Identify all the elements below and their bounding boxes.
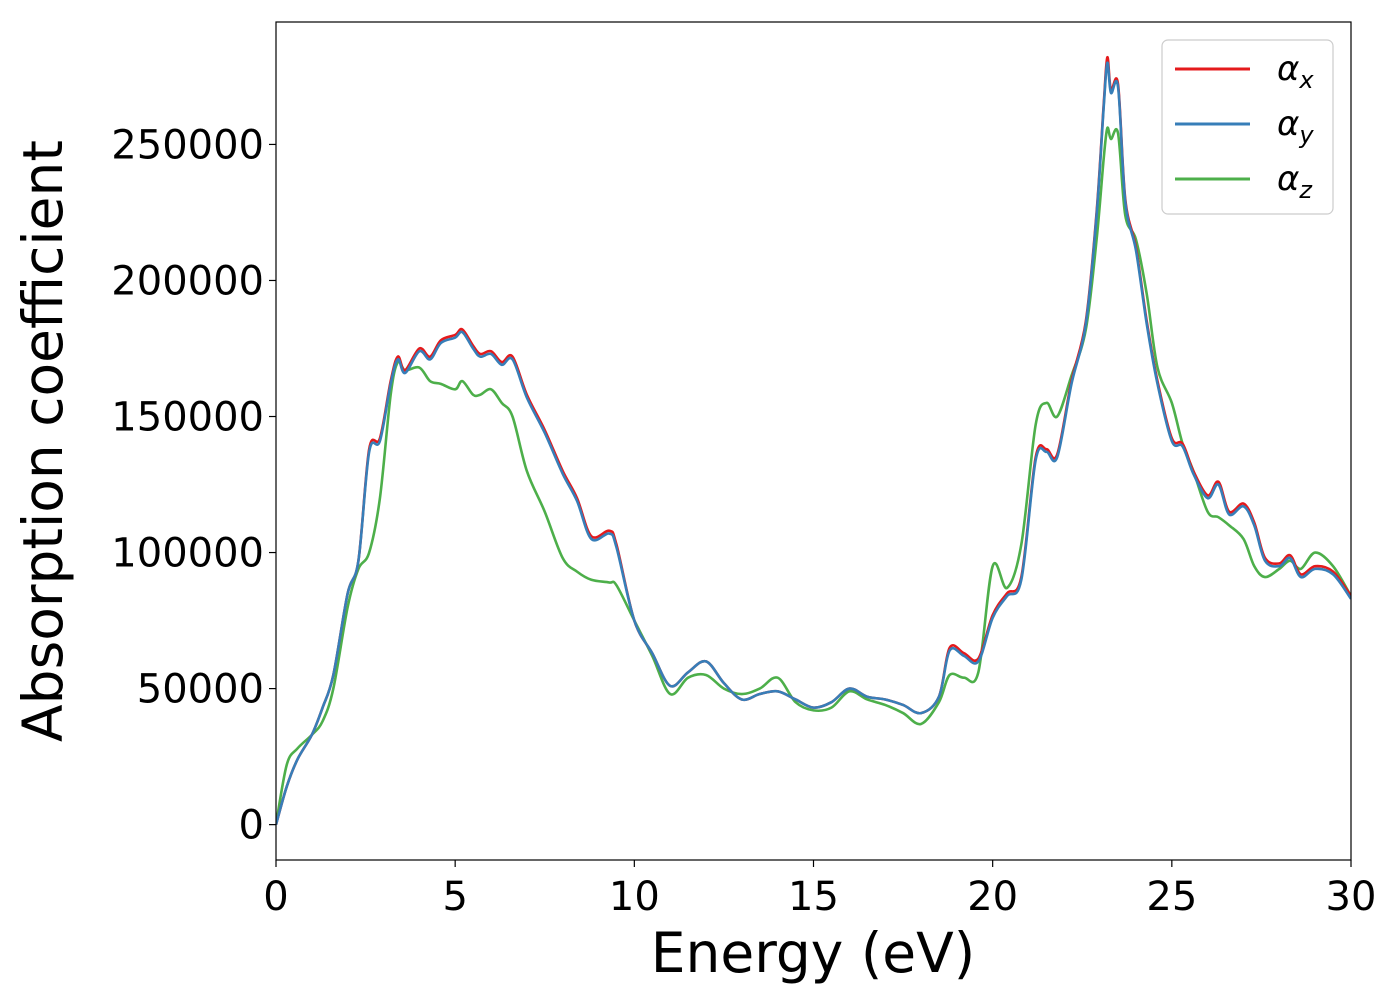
- x-tick-label: 15: [788, 874, 839, 920]
- series-line-alpha-y: [276, 61, 1351, 825]
- y-tick-label: 100000: [111, 531, 264, 577]
- legend-label-alpha-z: αz: [1277, 159, 1313, 204]
- legend-box: [1161, 39, 1334, 215]
- x-tick-label: 0: [263, 874, 288, 920]
- x-tick-label: 30: [1326, 874, 1377, 920]
- legend: αx αy αz: [1161, 39, 1334, 215]
- y-tick-label: 0: [239, 803, 264, 849]
- x-tick-label: 25: [1146, 874, 1197, 920]
- series-line-alpha-z: [276, 126, 1351, 825]
- x-tick-label: 20: [967, 874, 1018, 920]
- y-tick-label: 250000: [111, 122, 264, 168]
- legend-label-alpha-x: αx: [1277, 49, 1314, 94]
- y-tick-label: 50000: [137, 667, 264, 713]
- x-tick-label: 5: [442, 874, 467, 920]
- y-axis-label: Absorption coefficient: [11, 140, 75, 742]
- x-tick-label: 10: [609, 874, 660, 920]
- x-axis: 0 5 10 15 20 25 30: [263, 860, 1376, 920]
- y-axis: 0 50000 100000 150000 200000 250000: [111, 122, 276, 849]
- y-tick-label: 200000: [111, 258, 264, 304]
- x-axis-label: Energy (eV): [651, 921, 975, 985]
- legend-label-alpha-y: αy: [1277, 104, 1314, 149]
- y-tick-label: 150000: [111, 395, 264, 441]
